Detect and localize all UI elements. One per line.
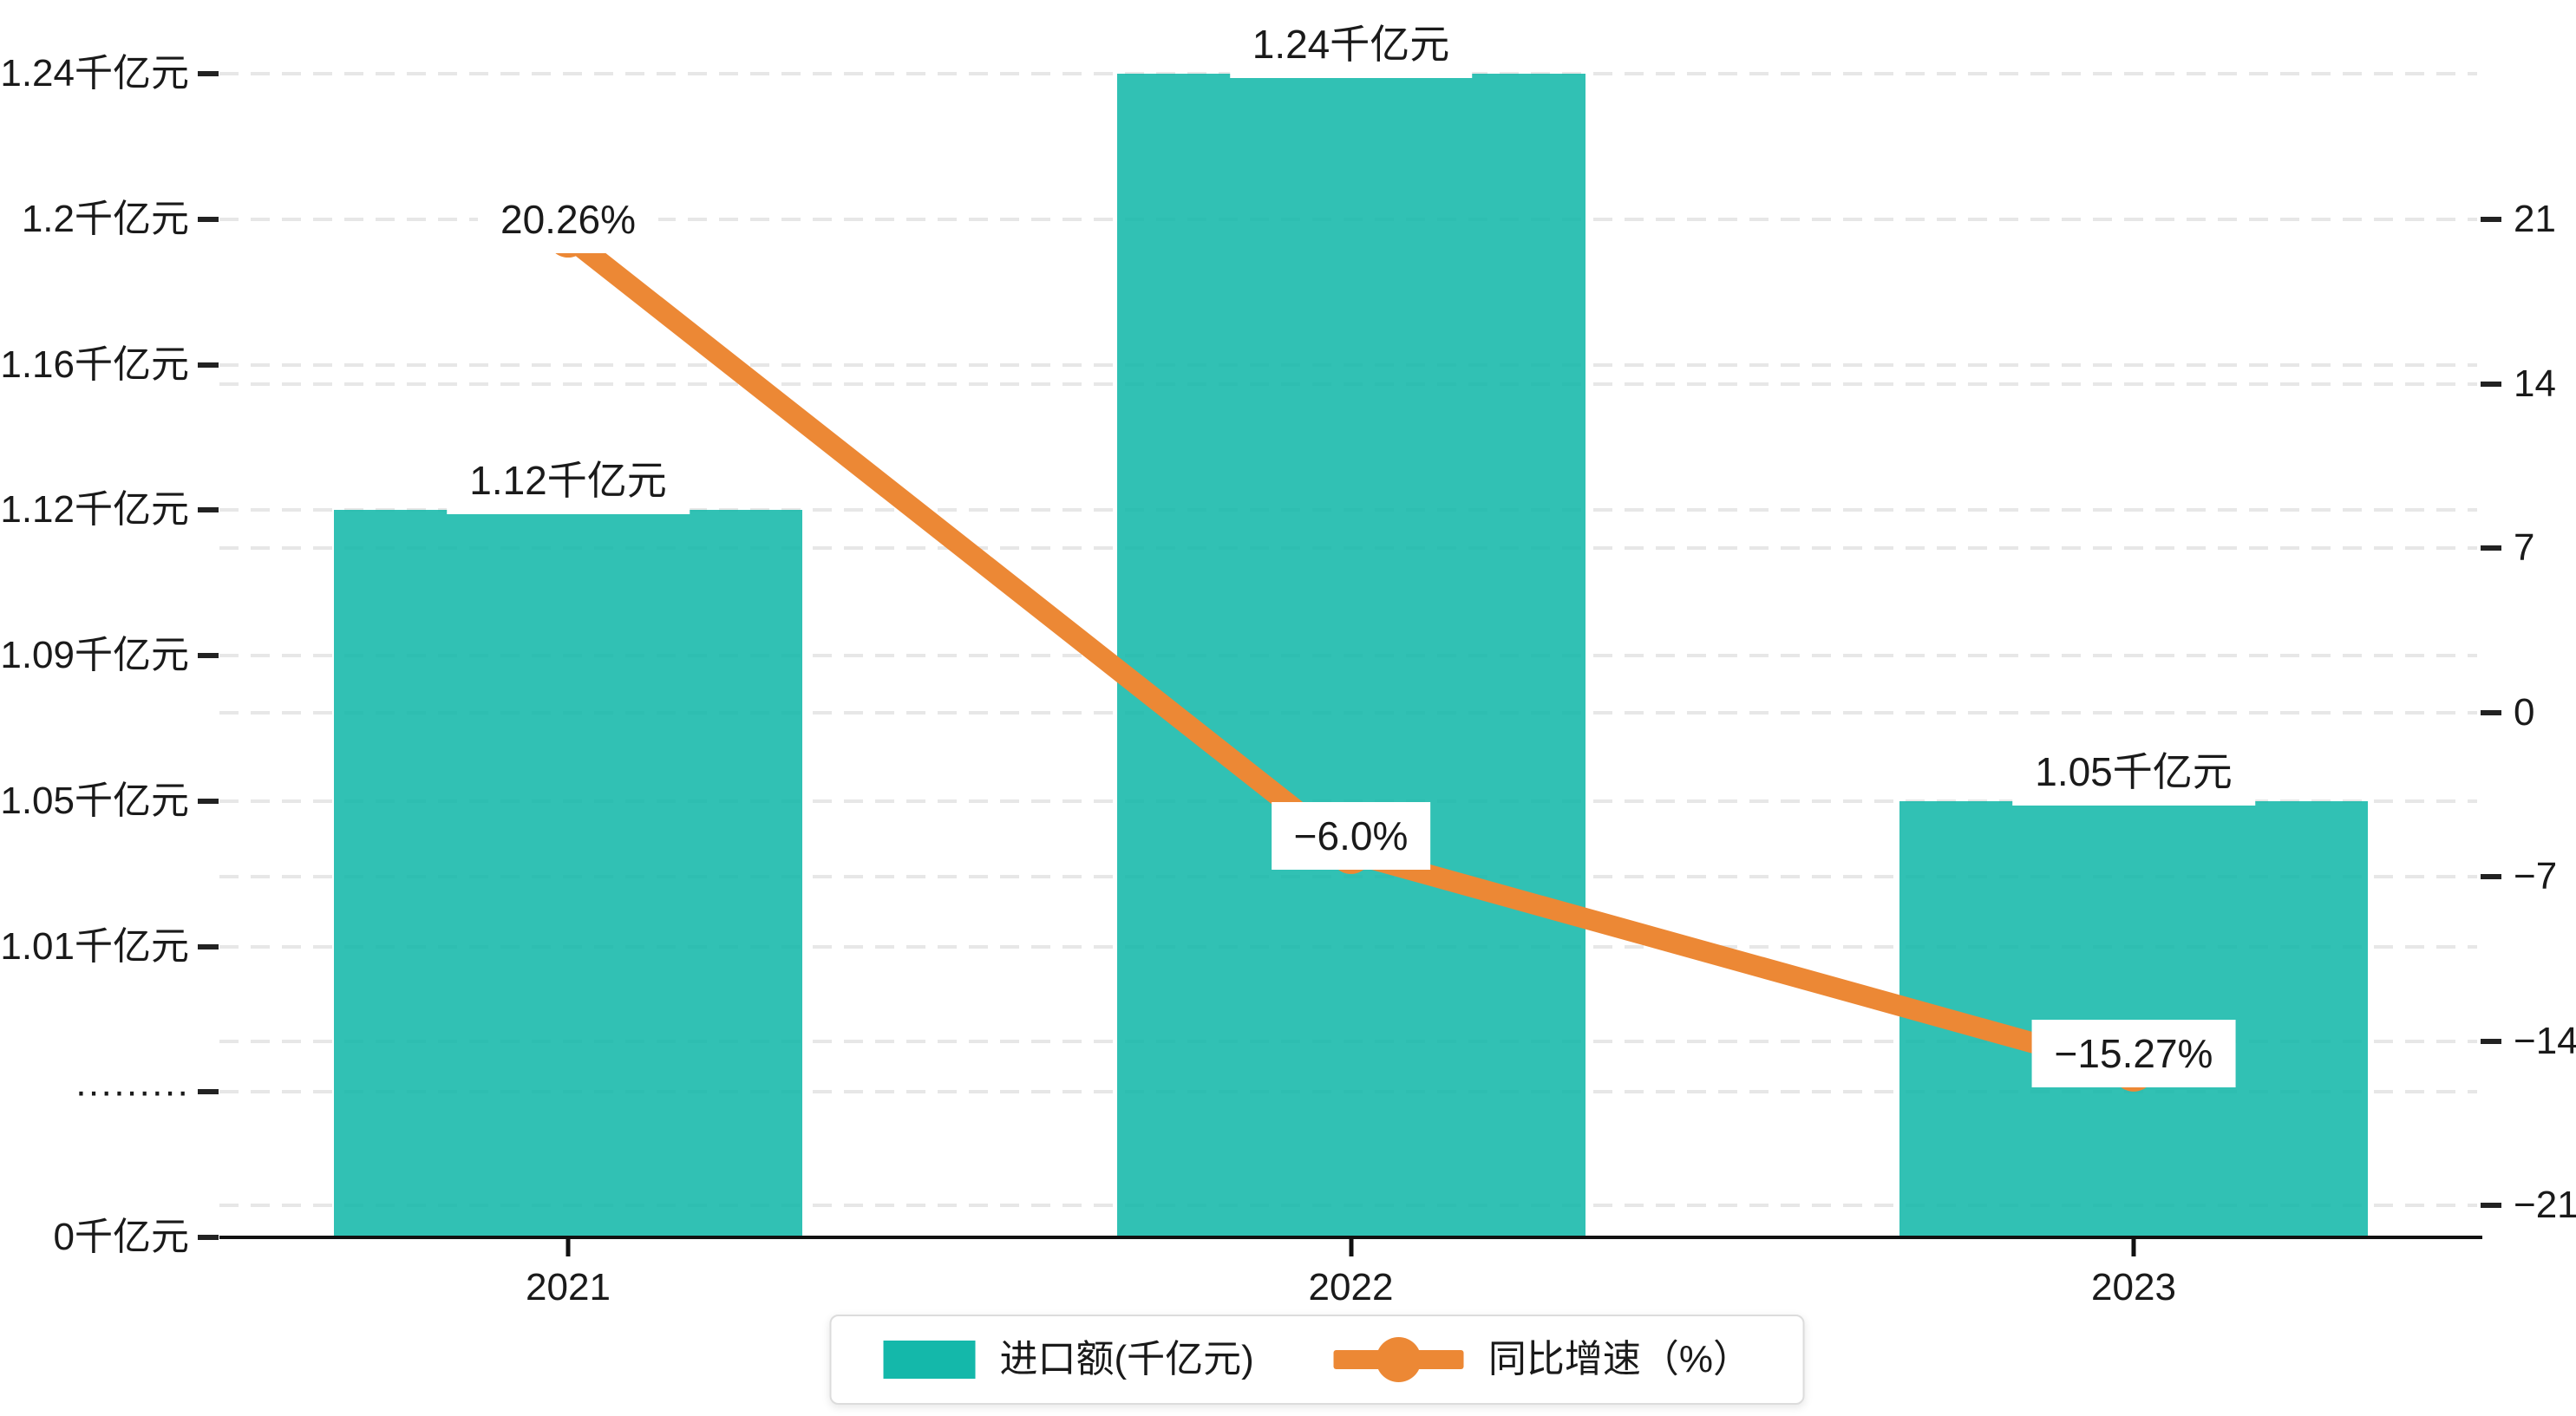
right-axis-tick-label: −7 [2514, 855, 2558, 897]
legend-item-growth[interactable]: 同比增速（%） [1333, 1335, 1751, 1384]
left-axis-tick-label: 1.16千亿元 [0, 343, 189, 386]
legend-label-imports: 进口额(千亿元) [999, 1338, 1254, 1380]
x-axis-line [219, 1236, 2482, 1239]
left-axis-tick-label: 1.09千亿元 [0, 634, 189, 676]
left-axis-tick-label: 1.12千亿元 [0, 488, 189, 532]
right-tick-mark [2481, 874, 2501, 879]
bar-value-label: 1.24千亿元 [1229, 10, 1473, 78]
right-axis-tick-label: 0 [2514, 690, 2535, 734]
left-tick-mark [198, 653, 219, 658]
growth-value-label: −6.0% [1271, 801, 1431, 870]
left-tick-mark [198, 1089, 219, 1095]
left-axis-tick-label: 1.24千亿元 [0, 52, 189, 95]
bar-value-label: 1.12千亿元 [447, 447, 690, 515]
legend-label-growth: 同比增速（%） [1487, 1338, 1751, 1380]
legend-item-imports[interactable]: 进口额(千亿元) [883, 1338, 1254, 1380]
left-axis-tick-label: 1.05千亿元 [0, 779, 189, 822]
left-tick-mark [198, 943, 219, 949]
left-tick-mark [198, 71, 219, 76]
x-tick-mark [2131, 1239, 2136, 1256]
right-tick-mark [2481, 1038, 2501, 1044]
left-axis-tick-label: 0千亿元 [53, 1216, 189, 1258]
left-axis-tick-label: 1.01千亿元 [0, 924, 189, 968]
left-tick-mark [198, 1235, 219, 1240]
growth-line[interactable] [561, 228, 2137, 1081]
bar-value-label: 1.05千亿元 [2012, 737, 2255, 806]
bar-series-swatch [883, 1341, 976, 1379]
right-tick-mark [2481, 217, 2501, 222]
x-tick-mark [566, 1239, 571, 1256]
x-axis-label-2022: 2022 [1308, 1266, 1394, 1308]
line-swatch-marker-icon [1376, 1337, 1422, 1382]
x-axis-label-2021: 2021 [526, 1266, 611, 1308]
left-tick-mark [198, 362, 219, 368]
right-tick-mark [2481, 545, 2501, 551]
right-axis-tick-label: 7 [2514, 526, 2535, 569]
left-axis-tick-label: 1.2千亿元 [21, 197, 189, 240]
right-tick-mark [2481, 709, 2501, 715]
legend: 进口额(千亿元) 同比增速（%） [829, 1315, 1805, 1405]
right-tick-mark [2481, 381, 2501, 387]
right-tick-mark [2481, 1203, 2501, 1208]
left-axis-break-dots: ········· [75, 1070, 189, 1113]
left-tick-mark [198, 216, 219, 222]
left-tick-mark [198, 507, 219, 513]
right-axis-tick-label: 14 [2514, 362, 2556, 405]
line-series-swatch [1333, 1335, 1464, 1384]
right-axis-tick-label: −14 [2514, 1019, 2576, 1062]
growth-value-label: −15.27% [2031, 1019, 2236, 1087]
x-tick-mark [1349, 1239, 1353, 1256]
growth-value-label: 20.26% [477, 186, 659, 254]
left-tick-mark [198, 798, 219, 804]
right-axis-tick-label: 21 [2514, 198, 2556, 240]
x-axis-label-2023: 2023 [2091, 1266, 2176, 1308]
right-axis-tick-label: −21 [2514, 1184, 2576, 1226]
bar-2022[interactable] [1116, 74, 1585, 1237]
bar-2021[interactable] [334, 510, 802, 1237]
